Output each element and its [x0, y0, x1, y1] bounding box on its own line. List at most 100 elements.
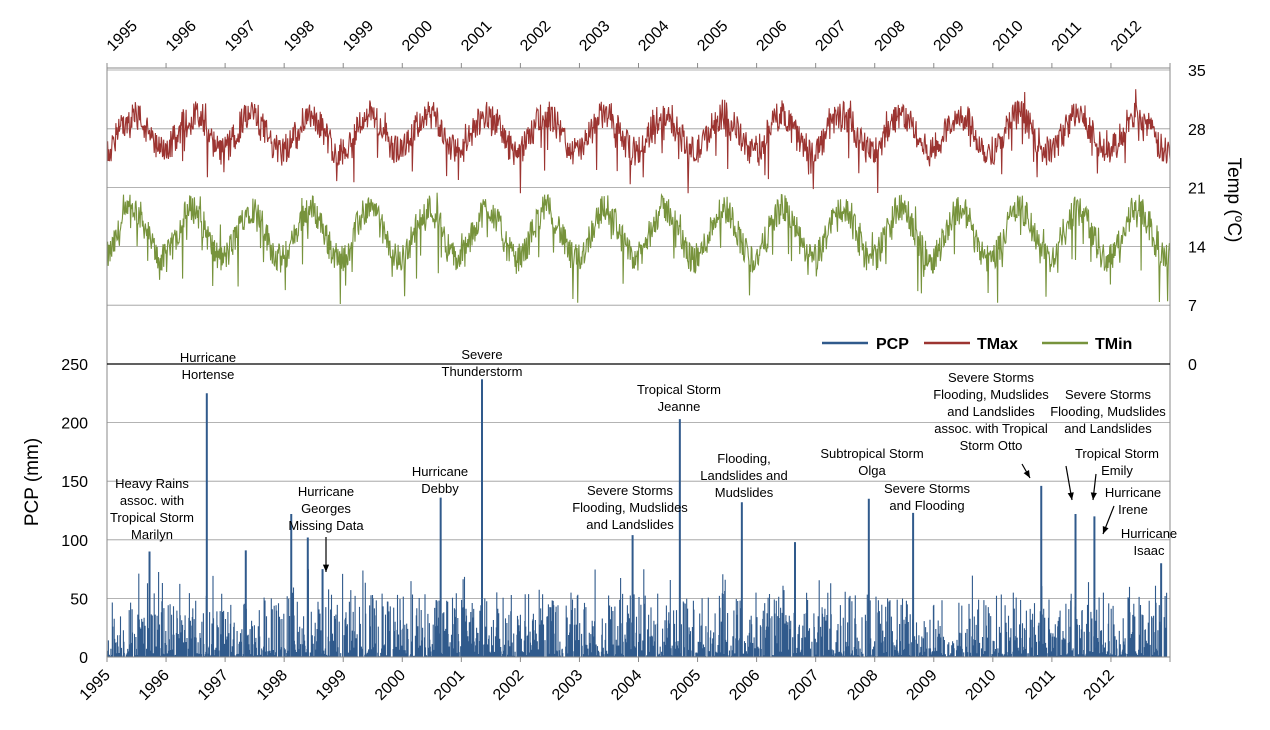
event-annotation: Severe Storms Flooding, Mudslides and Land… — [933, 370, 1049, 453]
x-tick-label-bottom: 1995 — [77, 667, 114, 704]
annotation-line: and Landslides — [586, 517, 674, 532]
annotation-arrowhead — [322, 564, 330, 572]
x-tick-label-top: 2011 — [1049, 18, 1085, 54]
x-tick-label-top: 2010 — [990, 18, 1027, 55]
event-annotation: Severe Thunderstorm — [442, 347, 523, 379]
pcp-tick-label: 100 — [61, 533, 88, 550]
event-annotation: Hurricane Hortense — [180, 350, 236, 382]
temp-axis-title-suffix: C) — [1223, 222, 1244, 242]
pcp-bars — [106, 569, 1168, 657]
tmin-line — [106, 192, 1171, 305]
event-annotation: Tropical Storm Jeanne — [637, 382, 721, 414]
temp-tick-label: 35 — [1188, 63, 1206, 80]
annotation-line: Heavy Rains — [115, 476, 189, 491]
x-tick-label-bottom: 2011 — [1022, 667, 1058, 703]
x-tick-label-top: 2009 — [931, 18, 968, 55]
annotation-line: Severe Storms — [948, 370, 1034, 385]
x-tick-label-bottom: 1998 — [254, 667, 291, 704]
annotation-line: Tropical Storm — [110, 510, 194, 525]
annotation-arrowhead — [1067, 492, 1074, 500]
x-tick-label-bottom: 2000 — [372, 667, 409, 704]
annotation-line: Flooding, — [717, 451, 770, 466]
annotation-line: Hurricane — [412, 464, 468, 479]
annotation-line: Severe Storms — [587, 483, 673, 498]
annotation-line: Severe — [461, 347, 502, 362]
temp-axis-title: Temp (oC) — [1223, 158, 1246, 243]
legend-label: TMin — [1095, 336, 1132, 353]
temp-tick-label: 28 — [1188, 122, 1206, 139]
annotation-line: Flooding, Mudslides — [572, 500, 688, 515]
temp-axis-title-prefix: Temp ( — [1223, 158, 1244, 217]
x-tick-label-bottom: 2006 — [726, 667, 763, 704]
annotation-line: Severe Storms — [1065, 387, 1151, 402]
annotation-line: Hortense — [182, 367, 235, 382]
x-tick-label-bottom: 1996 — [136, 667, 173, 704]
annotation-line: Marilyn — [131, 527, 173, 542]
event-annotation: Hurricane Debby — [412, 464, 468, 496]
event-annotation: Hurricane Isaac — [1121, 526, 1177, 558]
x-tick-label-top: 1996 — [163, 18, 200, 55]
event-annotation: Severe Storms and Flooding — [884, 481, 970, 513]
annotation-line: Flooding, Mudslides — [1050, 404, 1166, 419]
x-tick-label-bottom: 1997 — [195, 667, 232, 704]
annotation-line: Tropical Storm — [637, 382, 721, 397]
annotation-line: Subtropical Storm — [820, 446, 923, 461]
x-tick-label-bottom: 2003 — [549, 667, 586, 704]
pcp-tick-label: 150 — [61, 474, 88, 491]
annotation-arrowhead — [1090, 492, 1097, 500]
axes — [106, 63, 1171, 662]
annotation-line: Tropical Storm — [1075, 446, 1159, 461]
x-tick-label-top: 2007 — [812, 18, 849, 55]
event-annotation: Hurricane Georges Missing Data — [288, 484, 364, 533]
pcp-tick-label: 250 — [61, 357, 88, 374]
x-tick-label-top: 1997 — [222, 18, 259, 55]
x-tick-label-top: 2003 — [576, 18, 613, 55]
event-annotation: Severe Storms Flooding, Mudslides and Land… — [572, 483, 688, 532]
pcp-tick-label: 200 — [61, 416, 88, 433]
annotation-line: Hurricane — [180, 350, 236, 365]
x-tick-label-bottom: 2005 — [667, 667, 704, 704]
x-tick-label-top: 2008 — [872, 18, 909, 55]
annotation-line: Hurricane — [298, 484, 354, 499]
x-tick-label-bottom: 2009 — [903, 667, 940, 704]
event-annotation: Hurricane Irene — [1105, 485, 1161, 517]
temp-tick-label: 0 — [1188, 357, 1197, 374]
legend-label: TMax — [977, 336, 1018, 353]
annotation-line: and Landslides — [947, 404, 1035, 419]
x-tick-label-top: 2005 — [694, 18, 731, 55]
x-tick-label-top: 2001 — [458, 18, 495, 55]
x-tick-label-bottom: 2012 — [1081, 667, 1118, 704]
pcp-tick-label: 50 — [70, 591, 88, 608]
annotation-line: Mudslides — [715, 485, 774, 500]
annotation-line: Flooding, Mudslides — [933, 387, 1049, 402]
pcp-tick-label: 0 — [79, 650, 88, 667]
tmax-line — [106, 89, 1171, 194]
annotation-line: Hurricane — [1121, 526, 1177, 541]
event-annotation: Heavy Rains assoc. with Tropical Storm Mari… — [110, 476, 194, 542]
annotation-line: Severe Storms — [884, 481, 970, 496]
annotation-line: Olga — [858, 463, 886, 478]
x-tick-label-bottom: 2010 — [962, 667, 999, 704]
annotations: Heavy Rains assoc. with Tropical Storm Mari… — [110, 347, 1177, 572]
annotation-line: and Flooding — [889, 498, 964, 513]
annotation-line: and Landslides — [1064, 421, 1152, 436]
pcp-axis-title: PCP (mm) — [22, 438, 43, 526]
event-annotation: Flooding, Landslides and Mudslides — [700, 451, 787, 500]
x-tick-label-bottom: 2008 — [844, 667, 881, 704]
x-tick-label-top: 1999 — [340, 18, 377, 55]
annotation-line: Emily — [1101, 463, 1133, 478]
temp-axis-degree: o — [1232, 216, 1246, 223]
annotation-line: assoc. with Tropical — [934, 421, 1048, 436]
annotation-line: Thunderstorm — [442, 364, 523, 379]
temp-tick-label: 7 — [1188, 298, 1197, 315]
x-tick-label-top: 1998 — [281, 18, 318, 55]
annotation-line: Landslides and — [700, 468, 787, 483]
tmax-series — [106, 89, 1171, 194]
annotation-arrowhead — [1023, 470, 1030, 478]
annotation-line: Isaac — [1133, 543, 1165, 558]
event-annotation: Subtropical Storm Olga — [820, 446, 923, 478]
x-tick-label-top: 2004 — [635, 18, 672, 55]
x-tick-label-bottom: 2007 — [785, 667, 822, 704]
event-annotation: Tropical Storm Emily — [1075, 446, 1159, 478]
